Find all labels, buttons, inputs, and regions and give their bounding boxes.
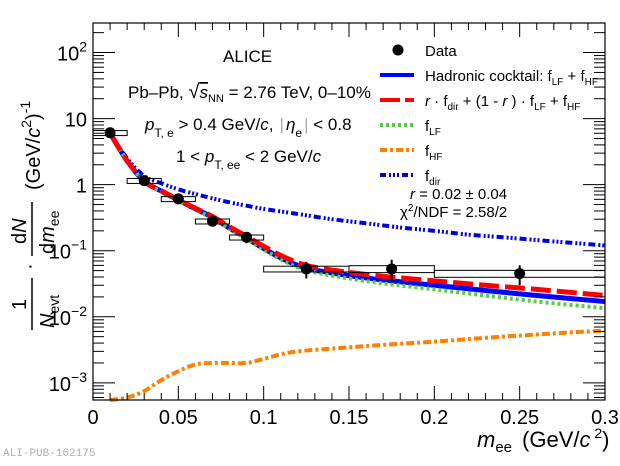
ylabel-units: (GeV/c2)-1 bbox=[17, 101, 45, 190]
y-tick-label: 10−1 bbox=[49, 237, 87, 264]
legend-entry-combined: r · fdir + (1 - r ) · fLF + fHF bbox=[380, 93, 580, 113]
y-tick-label: 1 bbox=[76, 176, 87, 198]
ylabel-numerator-2: dN bbox=[9, 218, 31, 244]
legend-entry-data: Data bbox=[392, 43, 457, 60]
y-tick-label: 102 bbox=[57, 39, 87, 66]
data-point bbox=[514, 268, 526, 280]
legend: Data Hadronic cocktail: fLF + fHF r · fd… bbox=[380, 43, 598, 188]
data-point bbox=[206, 215, 218, 227]
y-tick-label: 10−3 bbox=[49, 369, 87, 396]
watermark: ALI-PUB-162175 bbox=[3, 448, 96, 460]
x-tick-label: 0.25 bbox=[500, 407, 539, 429]
x-tick-label: 0 bbox=[87, 407, 98, 429]
legend-label-data: Data bbox=[425, 43, 457, 60]
legend-entry-fdir: fdir bbox=[380, 168, 441, 188]
x-tick-label: 0.2 bbox=[420, 407, 448, 429]
fit-chi2-label: χ2/NDF = 2.58/2 bbox=[400, 203, 507, 221]
legend-entry-cocktail: Hadronic cocktail: fLF + fHF bbox=[380, 68, 598, 88]
fit-r-label: r = 0.02 ± 0.04 bbox=[410, 186, 507, 203]
system-label: Pb–Pb, √sNN = 2.76 TeV, 0–10% bbox=[128, 81, 371, 105]
systematic-boxes bbox=[92, 130, 606, 278]
x-axis-label: mee (GeV/c 2) bbox=[477, 425, 610, 456]
legend-label-fdir: fdir bbox=[425, 168, 441, 188]
x-axis-ticks: 0 0.05 0.1 0.15 0.2 0.25 0.3 bbox=[87, 23, 619, 429]
curve-combined bbox=[107, 131, 606, 298]
ylabel-denominator-1: Nevt bbox=[37, 295, 62, 328]
x-tick-label: 0.15 bbox=[330, 407, 369, 429]
ylabel-numerator-1: 1 bbox=[9, 299, 31, 310]
legend-label-flf: fLF bbox=[425, 118, 441, 138]
ylabel-denominator-2: dmee bbox=[37, 210, 62, 254]
data-point bbox=[138, 175, 150, 187]
y-axis-ticks: 102 10 1 10−1 10−2 10−3 bbox=[49, 32, 605, 399]
y-tick-label: 10−2 bbox=[49, 303, 87, 330]
experiment-label: ALICE bbox=[223, 47, 272, 66]
data-point bbox=[241, 231, 253, 243]
legend-label-fhf: fHF bbox=[425, 143, 443, 163]
data-point bbox=[172, 193, 184, 205]
x-tick-label: 0.1 bbox=[250, 407, 278, 429]
data-point bbox=[386, 263, 398, 275]
legend-marker-data bbox=[392, 44, 404, 56]
curve-fdir bbox=[108, 132, 606, 248]
x-tick-label: 0.05 bbox=[159, 407, 198, 429]
legend-label-cocktail: Hadronic cocktail: fLF + fHF bbox=[425, 68, 598, 88]
annotations: ALICE Pb–Pb, √sNN = 2.76 TeV, 0–10% pT, … bbox=[128, 47, 507, 221]
data-points bbox=[104, 127, 526, 286]
curve-flf bbox=[108, 132, 606, 311]
curve-fhf bbox=[109, 328, 606, 402]
y-tick-label: 10 bbox=[65, 110, 87, 132]
legend-entry-flf: fLF bbox=[380, 118, 441, 138]
data-point bbox=[300, 263, 312, 275]
model-curves bbox=[107, 131, 606, 402]
svg-text:mee(GeV/c 2): mee (GeV/c 2) bbox=[477, 425, 610, 456]
pt-ee-cut-label: 1 < pT, ee < 2 GeV/c bbox=[176, 147, 322, 172]
legend-entry-fhf: fHF bbox=[380, 143, 443, 163]
ylabel-dot: · bbox=[19, 263, 41, 270]
legend-label-combined: r · fdir + (1 - r ) · fLF + fHF bbox=[425, 93, 580, 113]
data-point bbox=[104, 127, 116, 139]
x-tick-label: 0.3 bbox=[591, 407, 619, 429]
pt-e-cut-label: pT, e > 0.4 GeV/c, | ηe | < 0.8 bbox=[144, 115, 352, 140]
